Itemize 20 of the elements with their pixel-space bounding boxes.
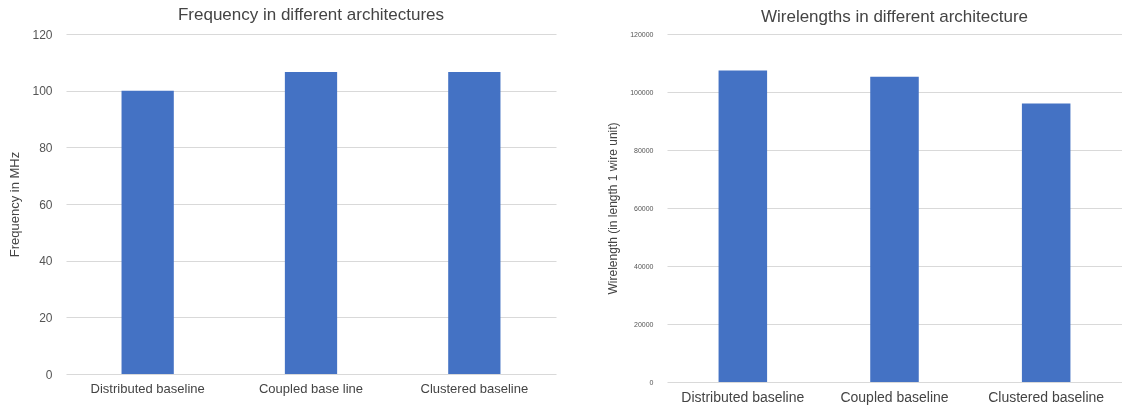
y-tick-label: 40 <box>39 254 53 269</box>
chart-title: Wirelengths in different architecture <box>760 7 1029 26</box>
y-axis-title: Wirelength (in length 1 wire unit) <box>606 122 621 295</box>
x-tick-label: Coupled baseline <box>840 388 949 405</box>
y-tick-label: 80 <box>39 140 53 155</box>
x-tick-label: Distributed baseline <box>90 380 205 396</box>
x-tick-label: Coupled base line <box>258 380 364 396</box>
y-tick-label: 120 <box>32 27 53 42</box>
y-tick-label: 0 <box>45 367 53 382</box>
y-axis-title: Frequency in MHz <box>7 151 23 258</box>
x-tick-label: Clustered baseline <box>420 380 529 396</box>
x-tick-label: Distributed baseline <box>681 388 805 405</box>
bar <box>1021 103 1071 382</box>
y-tick-label: 60 <box>39 197 53 212</box>
bar <box>870 76 919 382</box>
x-tick-label: Clustered baseline <box>988 388 1105 405</box>
y-tick-label: 20 <box>39 310 53 325</box>
y-tick-label: 100 <box>32 84 53 99</box>
chart-title: Frequency in different architectures <box>177 5 445 24</box>
bar <box>718 70 768 382</box>
